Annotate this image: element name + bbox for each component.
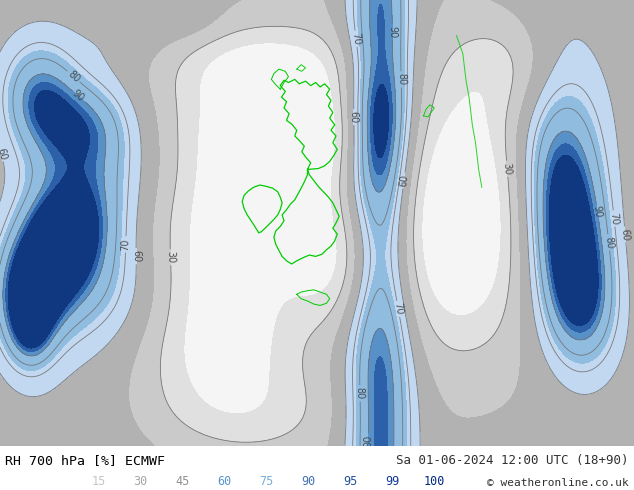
Text: 99: 99 [385, 475, 399, 488]
Text: 80: 80 [396, 73, 406, 86]
Text: 95: 95 [343, 475, 358, 488]
Text: 60: 60 [349, 111, 359, 123]
Text: 70: 70 [120, 238, 131, 251]
Text: Sa 01-06-2024 12:00 UTC (18+90): Sa 01-06-2024 12:00 UTC (18+90) [396, 454, 629, 467]
Text: 70: 70 [351, 32, 362, 46]
Text: 60: 60 [217, 475, 231, 488]
Text: RH 700 hPa [%] ECMWF: RH 700 hPa [%] ECMWF [5, 454, 165, 467]
Text: 80: 80 [603, 236, 614, 249]
Text: 30: 30 [501, 162, 513, 175]
Text: 30: 30 [133, 475, 147, 488]
Text: 80: 80 [65, 69, 81, 84]
Text: 60: 60 [131, 250, 141, 262]
Text: 60: 60 [619, 228, 631, 241]
Text: 90: 90 [592, 205, 604, 219]
Text: 75: 75 [259, 475, 273, 488]
Text: 30: 30 [165, 251, 176, 264]
Text: 60: 60 [398, 174, 410, 188]
Text: 60: 60 [0, 147, 8, 161]
Text: 70: 70 [392, 302, 404, 316]
Text: 80: 80 [355, 387, 365, 399]
Text: © weatheronline.co.uk: © weatheronline.co.uk [487, 478, 629, 488]
Text: 100: 100 [424, 475, 445, 488]
Text: 90: 90 [70, 88, 86, 104]
Text: 45: 45 [175, 475, 190, 488]
Text: 90: 90 [387, 25, 398, 38]
Text: 90: 90 [363, 435, 373, 447]
Text: 90: 90 [301, 475, 315, 488]
Text: 70: 70 [609, 212, 619, 225]
Text: 15: 15 [91, 475, 105, 488]
